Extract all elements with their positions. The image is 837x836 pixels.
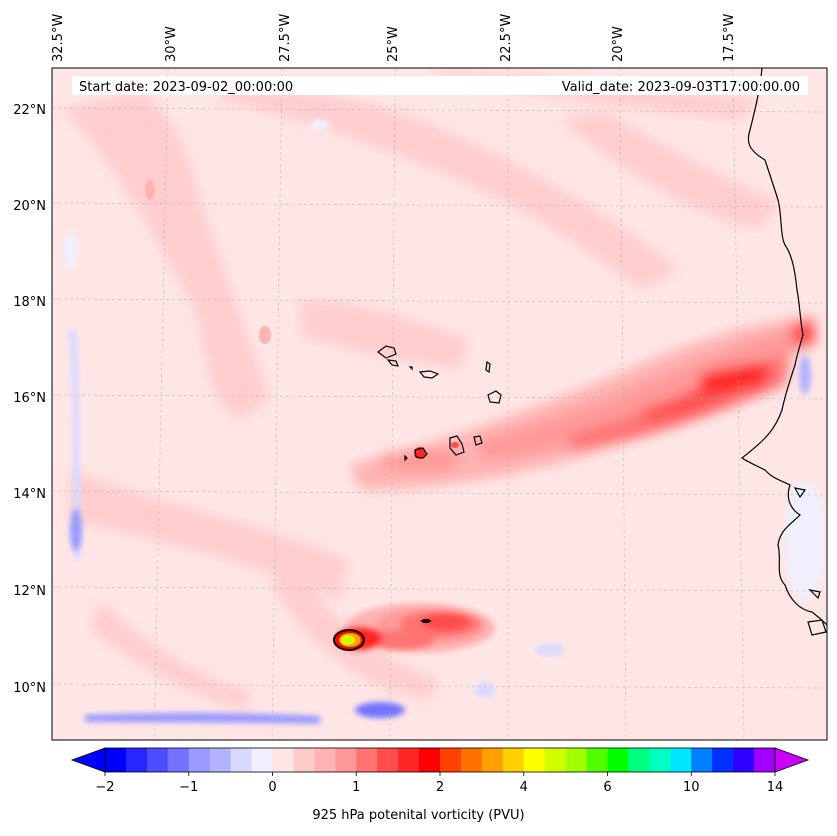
colorbar-segment [251,748,273,772]
lat-label: 18°N [13,295,46,310]
lat-label: 14°N [13,487,46,502]
lon-label: 32.5°W [51,14,66,62]
colorbar-segment [314,748,336,772]
colorbar-segment [272,748,294,772]
colorbar-segment [628,748,650,772]
colorbar-segment [419,748,441,772]
valid-date-label: Valid_date: 2023-09-03T17:00:00.00 [562,80,800,95]
colorbar-segment [649,748,671,772]
lat-label: 12°N [13,584,46,599]
colorbar-tick-label: 0 [268,780,276,795]
colorbar-segment [586,748,608,772]
colorbar-segment [356,748,378,772]
colorbar-segment [712,748,734,772]
longitude-labels: 32.5°W 30°W 27.5°W 25°W 22.5°W 20°W 17.5°W [51,14,737,62]
lat-label: 16°N [13,391,46,406]
colorbar-segment [460,748,483,772]
colorbar-segment [377,748,399,772]
colorbar-title: 925 hPa potenital vorticity (PVU) [312,808,525,823]
colorbar-segment [398,748,420,772]
lat-label: 20°N [13,199,46,214]
colorbar-segment [230,748,253,772]
colorbar-segment [754,748,776,772]
colorbar-ticks: −2 −1 0 1 2 4 6 10 14 [95,772,783,795]
graticule [52,68,827,740]
colorbar-segment [607,748,629,772]
colorbar-segment [105,748,127,772]
colorbar-segment [209,748,232,772]
colorbar-segment [502,748,525,772]
colorbar-segment [335,748,357,772]
colorbar-over-arrow [774,747,810,773]
start-date-label: Start date: 2023-09-02_00:00:00 [79,80,293,95]
colorbar-segment [691,748,713,772]
colorbar-segment [481,748,504,772]
colorbar-segment [188,748,211,772]
lon-label: 30°W [164,26,179,62]
colorbar-segment [125,748,148,772]
colorbar-tick-label: −2 [95,780,114,795]
colorbar-segment [167,748,190,772]
lon-label: 20°W [611,26,626,62]
lon-label: 27.5°W [278,14,293,62]
colorbar-segment [670,748,692,772]
colorbar-under-arrow [70,747,106,773]
colorbar-tick-label: 2 [436,780,444,795]
latitude-labels: 22°N 20°N 18°N 16°N 14°N 12°N 10°N [13,103,46,696]
colorbar-segment [523,748,546,772]
colorbar-segment [565,748,588,772]
colorbar-tick-label: 6 [603,780,611,795]
lat-label: 10°N [13,681,46,696]
coastline [377,68,827,636]
colorbar-segment [293,748,315,772]
colorbar-tick-label: 10 [683,780,700,795]
colorbar-segment [544,748,567,772]
lon-label: 25°W [386,26,401,62]
colorbar-segment [440,748,462,772]
colorbar-segment [146,748,169,772]
pv-field [52,68,827,740]
colorbar-tick-label: −1 [179,780,198,795]
colorbar [70,747,810,773]
map-frame [51,67,828,741]
lat-label: 22°N [13,103,46,118]
colorbar-tick-label: 4 [520,780,528,795]
colorbar-tick-label: 1 [352,780,360,795]
colorbar-segment [733,748,755,772]
lon-label: 22.5°W [499,14,514,62]
header-bar [72,76,808,95]
lon-label: 17.5°W [722,14,737,62]
colorbar-tick-label: 14 [767,780,784,795]
